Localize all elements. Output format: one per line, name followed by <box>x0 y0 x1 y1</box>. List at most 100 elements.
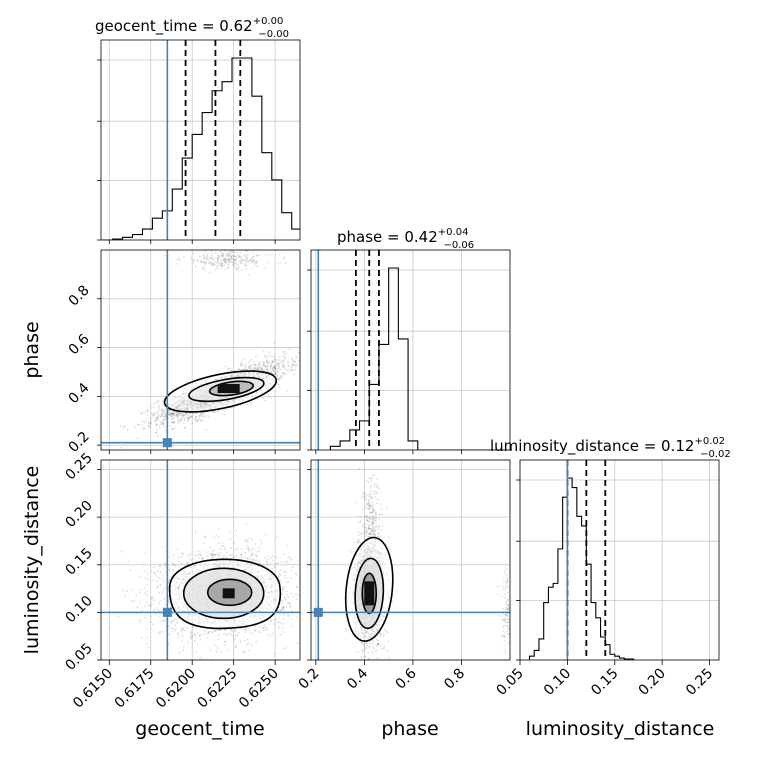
sample-point <box>218 633 221 635</box>
sample-point <box>283 364 286 367</box>
sample-point <box>255 641 258 643</box>
sample-point <box>155 424 158 427</box>
sample-point <box>247 649 250 652</box>
sample-point <box>286 389 289 392</box>
sample-point <box>177 636 180 639</box>
sample-point <box>245 250 248 253</box>
sample-point <box>187 641 190 644</box>
sample-point <box>171 412 174 415</box>
sample-point <box>230 255 232 258</box>
sample-point <box>263 629 265 632</box>
sample-point <box>259 631 262 634</box>
sample-point <box>153 413 156 416</box>
sample-point <box>287 361 289 364</box>
sample-point <box>254 261 257 264</box>
sample-point <box>241 269 244 272</box>
sample-point <box>251 363 254 366</box>
sample-point <box>284 597 286 600</box>
sample-point <box>236 547 239 550</box>
sample-point <box>160 632 162 635</box>
sample-point <box>233 542 236 545</box>
sample-point <box>169 412 172 415</box>
sample-point <box>248 361 250 364</box>
sample-point <box>177 617 180 619</box>
sample-point <box>302 360 304 362</box>
sample-point <box>170 418 173 421</box>
sample-point <box>245 643 248 646</box>
sample-point <box>194 412 197 415</box>
sample-point <box>250 538 253 540</box>
sample-point <box>157 400 160 402</box>
sample-point <box>232 263 235 266</box>
sample-point <box>230 257 233 260</box>
sample-point <box>250 643 253 646</box>
sample-point <box>230 369 233 372</box>
panel-phase-vs-geocent-time <box>101 246 304 450</box>
sample-point <box>206 258 208 260</box>
sample-point <box>305 585 307 587</box>
sample-point <box>258 362 261 365</box>
sample-point <box>229 261 232 264</box>
sample-point <box>282 608 285 610</box>
sample-point <box>240 258 243 261</box>
sample-point <box>199 553 202 556</box>
sample-point <box>279 261 282 264</box>
sample-point <box>213 628 216 631</box>
sample-point <box>208 252 211 255</box>
sample-point <box>175 411 178 414</box>
sample-point <box>245 258 248 261</box>
sample-point <box>204 629 207 632</box>
sample-point <box>213 549 216 552</box>
sample-point <box>282 589 284 592</box>
sample-point <box>203 542 206 545</box>
sample-point <box>266 261 269 264</box>
sample-point <box>240 554 243 556</box>
panel-luminosity-distance-vs-geocent-time <box>101 460 307 660</box>
sample-point <box>238 256 241 258</box>
sample-point <box>170 428 173 430</box>
sample-point <box>169 412 171 415</box>
sample-point <box>200 261 202 264</box>
sample-point <box>209 262 212 265</box>
sample-point <box>228 254 230 257</box>
sample-point <box>237 267 239 270</box>
panel-phase-hist <box>311 250 510 450</box>
sample-point <box>181 627 184 629</box>
sample-point <box>269 367 272 369</box>
sample-point <box>185 412 188 414</box>
sample-point <box>238 256 240 258</box>
sample-point <box>181 414 184 417</box>
sample-point <box>281 362 283 365</box>
sample-point <box>231 254 234 257</box>
sample-point <box>211 261 214 263</box>
sample-point <box>271 360 274 363</box>
sample-point <box>254 363 257 366</box>
sample-point <box>214 268 217 271</box>
sample-point <box>229 250 232 253</box>
sample-point <box>199 413 202 415</box>
sample-point <box>235 246 237 248</box>
sample-point <box>158 576 161 579</box>
sample-point <box>275 358 277 361</box>
sample-point <box>146 413 149 416</box>
sample-point <box>264 266 267 269</box>
sample-point <box>196 643 199 645</box>
sample-point <box>283 372 285 374</box>
sample-point <box>140 411 142 414</box>
sample-point <box>214 411 217 414</box>
sample-point <box>216 648 219 651</box>
sample-point <box>282 623 285 625</box>
sample-point <box>277 363 280 366</box>
sample-point <box>215 534 218 536</box>
sample-point <box>186 561 189 564</box>
sample-point <box>254 629 256 632</box>
sample-point <box>176 419 179 422</box>
sample-point <box>275 618 278 621</box>
sample-point <box>191 415 194 418</box>
title-phase: phase = 0.42+0.04 −0.06 <box>337 227 474 251</box>
sample-point <box>234 268 237 271</box>
sample-point <box>283 354 285 356</box>
sample-point <box>222 257 225 260</box>
sample-point <box>239 260 242 263</box>
sample-point <box>237 254 240 257</box>
